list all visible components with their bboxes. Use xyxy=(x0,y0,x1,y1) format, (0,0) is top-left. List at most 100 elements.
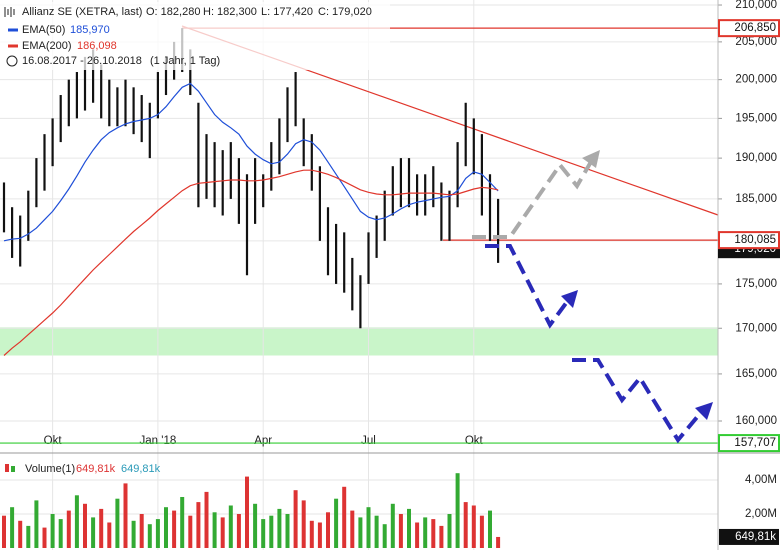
legend-label: EMA(200) xyxy=(22,40,72,52)
x-tick-label: Apr xyxy=(254,435,272,447)
volume-bar xyxy=(374,515,379,548)
legend-value: 185,970 xyxy=(70,24,110,36)
open: O: 182,280 xyxy=(146,6,200,18)
volume-bar xyxy=(293,490,298,548)
volume-bar xyxy=(123,483,128,548)
volume-bar xyxy=(164,507,168,548)
y-tick-label: 165,000 xyxy=(735,368,777,380)
volume-bar xyxy=(382,524,387,548)
legend-value: 186,098 xyxy=(77,40,117,52)
y-tick-label: 205,000 xyxy=(735,36,777,48)
volume-bar xyxy=(285,513,290,548)
volume-bar xyxy=(172,510,177,548)
level-label-box xyxy=(718,19,780,38)
y-tick-label: 210,000 xyxy=(735,0,777,11)
y-tick-label: 4,00M xyxy=(745,474,777,486)
volume-bar xyxy=(245,476,249,548)
level-label-box xyxy=(718,434,780,453)
x-tick-label: Okt xyxy=(465,435,484,447)
y-tick-label: 190,000 xyxy=(735,152,777,164)
arrow-head xyxy=(561,290,578,308)
volume-value: 649,81k xyxy=(76,463,116,475)
volume-bar xyxy=(91,517,96,548)
volume-bar xyxy=(479,515,484,548)
instrument-name: Allianz SE (XETRA, last) xyxy=(22,6,142,18)
ema-line xyxy=(3,82,499,242)
volume-bar xyxy=(34,500,39,548)
volume-bar xyxy=(358,517,363,548)
volume-bar xyxy=(107,522,112,548)
volume-title: Volume(1) xyxy=(25,463,75,475)
level-label: 157,707 xyxy=(734,437,776,449)
arrow-down-2 xyxy=(572,358,705,444)
volume-bar xyxy=(471,505,476,548)
volume-bar xyxy=(99,508,104,548)
volume-bar xyxy=(66,510,71,548)
period: 16.08.2017 - 26.10.2018 xyxy=(22,55,142,67)
volume-bar xyxy=(204,491,209,548)
x-tick-label: Jul xyxy=(361,435,376,447)
volume-bar xyxy=(326,512,330,548)
volume-bar xyxy=(50,513,55,548)
level-label: 180,085 xyxy=(734,234,776,246)
volume-bar xyxy=(115,498,120,548)
volume-bar xyxy=(188,515,193,548)
volume-bar xyxy=(496,536,501,548)
icon xyxy=(4,7,15,17)
y-tick-label: 175,000 xyxy=(735,278,777,290)
volume-bar xyxy=(220,517,225,548)
volume-bar xyxy=(463,502,468,548)
volume-bar xyxy=(18,520,23,548)
volume-bar xyxy=(342,486,347,548)
volume-bar xyxy=(455,473,460,548)
y-tick-label: 195,000 xyxy=(735,112,777,124)
y-tick-label: 2,00M xyxy=(745,508,777,520)
volume-bar xyxy=(269,515,274,548)
close: C: 179,020 xyxy=(318,6,372,18)
volume-bar xyxy=(261,519,266,548)
volume-bar xyxy=(334,498,339,548)
arrow-head xyxy=(582,150,600,168)
volume-bar xyxy=(196,502,201,548)
high: H: 182,300 xyxy=(203,6,257,18)
volume-icon xyxy=(5,464,9,472)
y-tick-label: 170,000 xyxy=(735,322,777,334)
volume-bar xyxy=(180,496,185,548)
volume-bar xyxy=(439,525,444,548)
volume-last-label: 649,81k xyxy=(735,531,776,543)
volume-bar xyxy=(236,513,241,548)
volume-bar xyxy=(253,503,258,548)
volume-bar xyxy=(398,513,403,548)
volume-bar xyxy=(350,510,355,548)
volume-bar xyxy=(407,508,411,548)
volume-bar xyxy=(488,510,492,548)
volume-bar xyxy=(309,520,314,548)
volume-bar xyxy=(228,505,233,548)
arrow-up xyxy=(472,159,594,239)
volume-bar xyxy=(415,522,420,548)
clock-icon xyxy=(6,55,18,67)
support-zone xyxy=(0,327,718,356)
volume-bar xyxy=(301,500,306,548)
volume-icon xyxy=(11,466,15,472)
volume-bar xyxy=(366,507,371,548)
volume-bar xyxy=(83,503,87,548)
y-tick-label: 185,000 xyxy=(735,193,777,205)
volume-bar xyxy=(74,495,79,548)
level-label-box xyxy=(718,231,780,250)
arrow-down-1 xyxy=(485,244,574,329)
volume-bar xyxy=(10,507,15,548)
volume-bar xyxy=(277,508,282,548)
volume-last-box xyxy=(719,528,779,545)
y-tick-label: 200,000 xyxy=(735,74,777,86)
volume-bar xyxy=(26,525,31,548)
volume-bar xyxy=(58,519,63,548)
legend-bg xyxy=(0,2,390,70)
level-label: 206,850 xyxy=(734,22,776,34)
volume-bar xyxy=(147,524,152,548)
arrow-head xyxy=(695,402,713,420)
volume-bar xyxy=(390,503,395,548)
volume-bar xyxy=(423,517,428,548)
low: L: 177,420 xyxy=(261,6,313,18)
